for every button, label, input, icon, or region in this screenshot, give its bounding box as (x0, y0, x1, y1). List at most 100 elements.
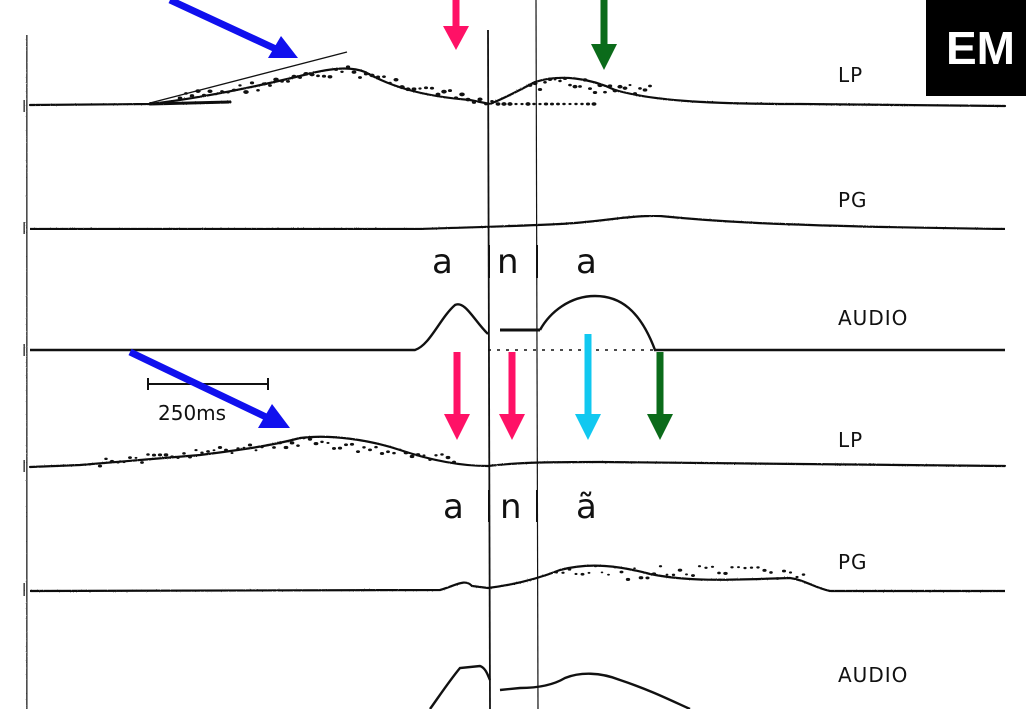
trace-dot (477, 97, 483, 102)
trace-dot (345, 65, 351, 69)
trace-dot (625, 577, 631, 581)
trace-dot (525, 102, 531, 106)
trace-dot (291, 74, 297, 79)
trace-dot (781, 569, 787, 573)
em-badge-text: EM (946, 22, 1015, 74)
trace-dot (355, 450, 361, 454)
trace-dot (459, 92, 465, 97)
trace-dot (313, 441, 319, 446)
trace-dot (756, 566, 760, 569)
magenta-arrow-bottom-2 (499, 352, 525, 440)
trace-dot (340, 70, 344, 73)
trace-dot (374, 445, 378, 449)
trace-dot (651, 572, 657, 576)
trace-dot (388, 81, 392, 85)
trace-dot (128, 456, 132, 459)
phoneme-top-a2: a (576, 242, 597, 282)
trace-dot (710, 565, 715, 568)
trace-dot (122, 460, 126, 464)
trace-dot (238, 84, 242, 87)
trace-dot (331, 447, 337, 450)
trace-dot (200, 451, 204, 454)
trace-dot (207, 89, 213, 94)
trace-dot (642, 88, 648, 92)
channel-label-pg-1: PG (838, 188, 868, 212)
trace-dot (441, 89, 447, 94)
trace-dot (555, 571, 558, 574)
cyan-arrow-bottom (575, 334, 601, 440)
trace-dot (428, 458, 432, 461)
trace-dot (501, 102, 507, 106)
trace-dot (607, 573, 610, 576)
trace-dot (538, 102, 542, 106)
trace-dot (249, 81, 255, 85)
trace-dot (600, 571, 604, 574)
trace-lp-1-dots (177, 65, 652, 106)
channel-label-lp-1: LP (838, 63, 863, 87)
trace-dot (214, 92, 218, 96)
trace-dot (283, 445, 289, 450)
trace-dot (177, 96, 183, 100)
trace-dot (242, 446, 246, 449)
trace-dot (547, 77, 553, 81)
phoneme-bottom-a: a (443, 487, 464, 527)
trace-dot (582, 78, 588, 82)
trace-dot (230, 451, 234, 455)
trace-dot (268, 84, 272, 87)
trace-dot (260, 445, 264, 449)
trace-dot (362, 446, 366, 449)
trace-dot (334, 68, 338, 71)
channel-label-lp-2: LP (838, 428, 863, 452)
trace-dot (440, 453, 444, 456)
trace-dot (677, 568, 683, 572)
trace-dot (671, 573, 676, 576)
trace-dot (201, 93, 207, 97)
trace-dot (568, 102, 572, 106)
left-axis (23, 35, 28, 709)
trace-dot (109, 459, 115, 464)
green-arrow-bottom (647, 352, 673, 440)
trace-dot (266, 443, 270, 447)
trace-dot (423, 86, 429, 90)
trace-dot (622, 86, 628, 90)
scale-bar (147, 378, 269, 390)
trace-dot (520, 102, 524, 106)
trace-dot (597, 83, 603, 88)
trace-dot (543, 81, 547, 84)
trace-dot (723, 571, 728, 575)
trace-dot (484, 102, 488, 106)
trace-dot (593, 564, 598, 568)
trace-audio-2 (429, 664, 691, 709)
trace-dot (379, 451, 385, 455)
trace-dot (351, 70, 357, 74)
trace-dot (561, 571, 565, 574)
trace-dot (415, 453, 421, 457)
trace-dot (537, 87, 543, 91)
trace-pg-2-dots (548, 564, 806, 581)
trace-dot (368, 448, 372, 452)
trace-dot (358, 76, 362, 79)
trace-dot (226, 90, 230, 94)
trace-dot (316, 74, 320, 78)
trace-dot (403, 451, 409, 455)
trace-dot (588, 87, 592, 90)
trace-dot (337, 446, 343, 450)
trace-dot (762, 568, 767, 572)
trace-dot (369, 73, 375, 78)
trace-dot (658, 565, 663, 568)
trace-dot (591, 102, 597, 106)
trace-dot (527, 83, 533, 87)
trace-dot (514, 102, 518, 106)
trace-dot (349, 442, 355, 446)
trace-dot (429, 86, 435, 90)
trace-dot (261, 82, 267, 86)
trace-dot (543, 102, 549, 106)
trace-dot (645, 576, 650, 580)
blue-arrow-bottom (128, 348, 290, 428)
trace-dot (116, 461, 120, 464)
trace-dot (320, 440, 324, 444)
phoneme-bottom-n: n (500, 487, 522, 527)
trace-dot (795, 575, 799, 579)
trace-dot (409, 454, 415, 459)
